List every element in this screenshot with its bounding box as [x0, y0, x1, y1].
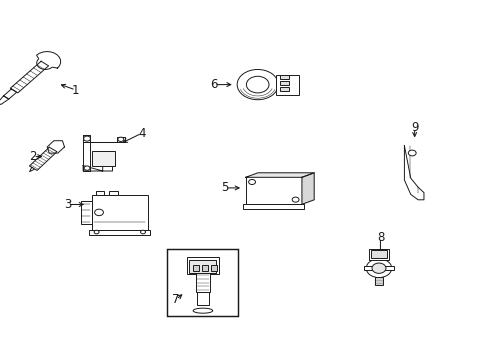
Bar [167, 249, 238, 316]
Circle shape [371, 263, 385, 273]
Bar [280, 76, 288, 79]
Circle shape [248, 180, 255, 185]
Bar [280, 87, 288, 91]
Polygon shape [404, 146, 423, 200]
Polygon shape [83, 166, 112, 171]
Text: 9: 9 [410, 121, 418, 134]
Circle shape [237, 69, 278, 100]
Bar [81, 201, 92, 224]
Bar [96, 191, 104, 195]
Text: 1: 1 [72, 84, 80, 96]
Circle shape [407, 150, 415, 156]
Bar [92, 151, 115, 166]
Polygon shape [83, 135, 124, 142]
Circle shape [83, 136, 90, 141]
Polygon shape [29, 147, 57, 170]
Polygon shape [83, 142, 90, 171]
Text: 5: 5 [221, 181, 228, 194]
Polygon shape [302, 173, 314, 204]
Polygon shape [47, 141, 64, 153]
Bar [363, 266, 393, 270]
Bar [275, 75, 299, 94]
Bar [89, 230, 150, 235]
Bar [374, 277, 382, 285]
Circle shape [246, 76, 268, 93]
Circle shape [118, 137, 123, 141]
Polygon shape [30, 167, 35, 172]
Text: 4: 4 [138, 127, 145, 140]
Text: 2: 2 [29, 150, 37, 163]
Polygon shape [3, 89, 17, 99]
Bar [280, 81, 288, 85]
Bar [202, 265, 207, 271]
Ellipse shape [193, 308, 212, 313]
Circle shape [84, 166, 90, 170]
Text: 8: 8 [376, 231, 384, 244]
Text: 6: 6 [210, 78, 218, 91]
Text: 3: 3 [63, 198, 71, 211]
Bar [210, 265, 216, 271]
Circle shape [366, 259, 391, 278]
Bar [243, 204, 304, 209]
Polygon shape [10, 61, 48, 93]
Text: 7: 7 [172, 293, 180, 306]
Bar [370, 250, 386, 258]
Bar [197, 292, 208, 305]
Polygon shape [245, 173, 314, 177]
Bar [92, 195, 147, 230]
Circle shape [141, 230, 145, 234]
Bar [186, 257, 218, 274]
Circle shape [292, 197, 299, 202]
Polygon shape [37, 51, 61, 69]
Bar [189, 260, 216, 273]
Circle shape [94, 230, 99, 234]
Bar [245, 177, 302, 204]
Bar [195, 272, 210, 292]
Bar [193, 265, 199, 271]
Circle shape [95, 209, 103, 216]
Polygon shape [0, 96, 9, 104]
Bar [108, 191, 117, 195]
Bar [368, 249, 388, 260]
